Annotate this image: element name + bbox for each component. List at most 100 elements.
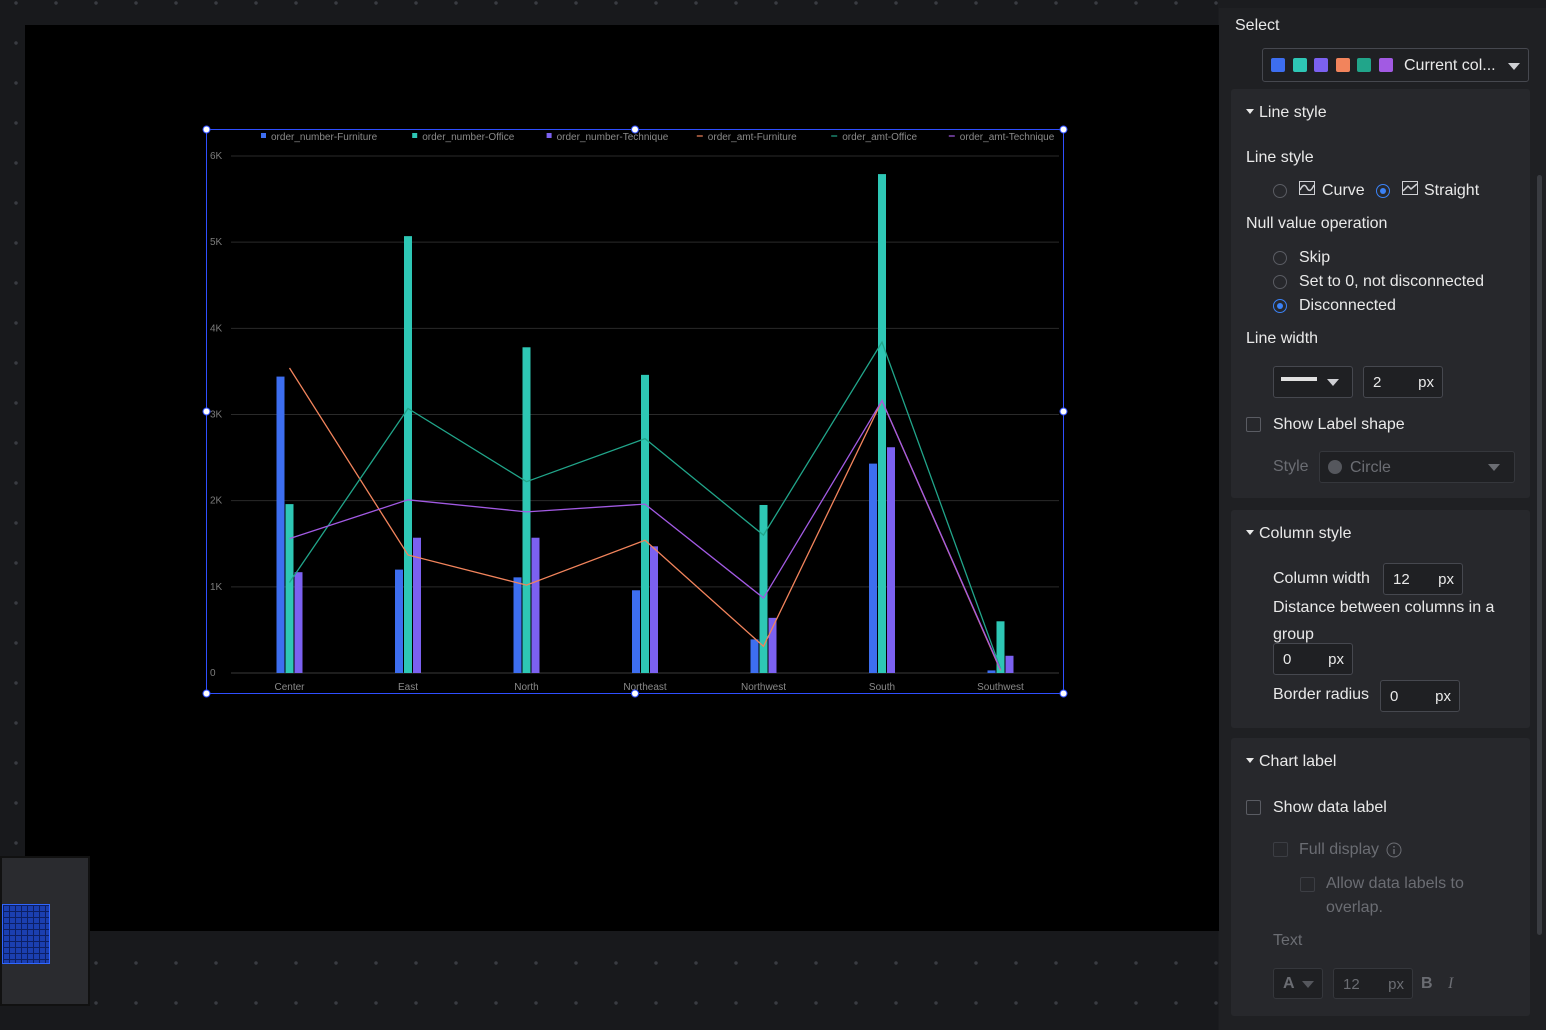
minimap-grid-icon bbox=[2, 904, 50, 964]
select-label: Select bbox=[1235, 17, 1280, 34]
disconnected-option-label[interactable]: Disconnected bbox=[1299, 297, 1396, 314]
legend-label: order_amt-Furniture bbox=[708, 132, 797, 143]
collapse-caret-icon[interactable] bbox=[1246, 109, 1254, 114]
allow-overlap-label-cont: overlap. bbox=[1326, 899, 1383, 916]
info-icon[interactable] bbox=[1386, 842, 1402, 858]
border-radius-value: 0 bbox=[1390, 688, 1399, 705]
color-swatch bbox=[1335, 58, 1350, 72]
bold-button[interactable]: B bbox=[1421, 975, 1433, 992]
column-width-unit: px bbox=[1438, 571, 1454, 588]
show-label-shape-label[interactable]: Show Label shape bbox=[1273, 416, 1405, 433]
color-swatch bbox=[1357, 58, 1371, 72]
minimap[interactable] bbox=[0, 856, 90, 1006]
border-radius-label: Border radius bbox=[1273, 686, 1370, 703]
chevron-down-icon bbox=[1508, 63, 1520, 70]
y-tick-label: 2K bbox=[210, 496, 223, 507]
chevron-down-icon bbox=[1327, 379, 1339, 386]
y-tick-label: 4K bbox=[210, 323, 223, 334]
panel-scrollbar[interactable] bbox=[1537, 175, 1542, 935]
section-title-column-style[interactable]: Column style bbox=[1259, 525, 1352, 542]
show-data-label-checkbox[interactable] bbox=[1246, 800, 1261, 815]
legend-label: order_number-Office bbox=[422, 132, 515, 143]
series-line bbox=[289, 399, 1002, 670]
dashboard-canvas[interactable]: 0 1K 2K 3K 4K 5K 6K Center East North Northeast Nor… bbox=[25, 25, 1219, 931]
color-scheme-select[interactable]: Current col... bbox=[1262, 48, 1529, 82]
skip-option-label[interactable]: Skip bbox=[1299, 249, 1331, 266]
line-width-unit: px bbox=[1418, 374, 1434, 391]
column-distance-label: Distance between columns in a bbox=[1273, 599, 1495, 616]
section-title-line-style[interactable]: Line style bbox=[1259, 104, 1327, 121]
legend-label: order_amt-Technique bbox=[960, 132, 1055, 143]
bar bbox=[987, 670, 996, 673]
disconnected-radio[interactable] bbox=[1273, 299, 1287, 313]
color-swatch bbox=[1271, 58, 1285, 72]
bar bbox=[404, 236, 412, 673]
border-radius-input[interactable]: 0 px bbox=[1380, 680, 1460, 712]
straight-option-label[interactable]: Straight bbox=[1424, 182, 1480, 199]
legend-label: order_number-Technique bbox=[557, 132, 669, 143]
column-distance-unit: px bbox=[1328, 651, 1344, 668]
style-value: Circle bbox=[1350, 459, 1391, 476]
curve-option-label[interactable]: Curve bbox=[1322, 182, 1365, 199]
resize-handle bbox=[202, 689, 211, 698]
bar bbox=[759, 504, 768, 673]
set-zero-option-label[interactable]: Set to 0, not disconnected bbox=[1299, 273, 1485, 290]
x-tick-label: Southwest bbox=[977, 682, 1024, 693]
y-tick-label: 6K bbox=[210, 151, 223, 162]
y-tick-label: 1K bbox=[210, 582, 223, 593]
bar bbox=[869, 463, 877, 673]
line-style-label: Line style bbox=[1246, 149, 1314, 166]
bar bbox=[413, 537, 421, 673]
bar bbox=[632, 590, 640, 673]
style-select[interactable]: Circle bbox=[1319, 451, 1515, 483]
circle-shape-icon bbox=[1328, 460, 1342, 474]
x-tick-label: Center bbox=[274, 682, 305, 693]
show-data-label-label[interactable]: Show data label bbox=[1273, 799, 1387, 816]
curve-radio[interactable] bbox=[1273, 184, 1287, 198]
italic-button[interactable]: I bbox=[1448, 975, 1454, 992]
straight-line-icon bbox=[1402, 181, 1418, 195]
line-width-label: Line width bbox=[1246, 330, 1319, 347]
font-color-glyph: A bbox=[1283, 975, 1295, 992]
bar bbox=[650, 546, 658, 673]
column-distance-input[interactable]: 0 px bbox=[1273, 643, 1353, 675]
section-title-chart-label[interactable]: Chart label bbox=[1259, 753, 1337, 770]
style-label: Style bbox=[1273, 458, 1309, 475]
show-label-shape-checkbox[interactable] bbox=[1246, 417, 1261, 432]
series-line bbox=[288, 340, 1002, 669]
curve-line-icon bbox=[1299, 181, 1315, 195]
x-tick-label: North bbox=[514, 682, 538, 693]
allow-overlap-checkbox[interactable] bbox=[1300, 877, 1315, 892]
collapse-caret-icon[interactable] bbox=[1246, 758, 1254, 763]
set-zero-radio[interactable] bbox=[1273, 275, 1287, 289]
column-style-card: Column style Column width 12 px Distance… bbox=[1231, 510, 1530, 728]
skip-radio[interactable] bbox=[1273, 251, 1287, 265]
column-width-input[interactable]: 12 px bbox=[1383, 563, 1463, 595]
combo-chart[interactable]: 0 1K 2K 3K 4K 5K 6K Center East North Northeast Nor… bbox=[25, 25, 1219, 931]
font-color-select[interactable]: A bbox=[1273, 968, 1323, 999]
column-width-label: Column width bbox=[1273, 570, 1370, 587]
bar bbox=[522, 347, 531, 673]
x-tick-label: South bbox=[869, 682, 895, 693]
bar bbox=[395, 569, 403, 673]
resize-handle bbox=[202, 125, 211, 134]
font-size-value: 12 bbox=[1343, 976, 1360, 993]
straight-radio[interactable] bbox=[1376, 184, 1390, 198]
bar bbox=[887, 447, 895, 673]
resize-handle bbox=[1059, 689, 1068, 698]
line-width-input[interactable]: 2 px bbox=[1363, 366, 1443, 398]
x-tick-label: Northeast bbox=[623, 682, 667, 693]
column-width-value: 12 bbox=[1393, 571, 1410, 588]
legend-label: order_number-Furniture bbox=[271, 132, 378, 143]
bar bbox=[768, 617, 777, 673]
bar bbox=[996, 621, 1005, 673]
bar bbox=[531, 537, 540, 673]
collapse-caret-icon[interactable] bbox=[1246, 530, 1254, 535]
line-type-select[interactable] bbox=[1273, 366, 1353, 398]
full-display-checkbox[interactable] bbox=[1273, 842, 1288, 857]
chart-label-card: Chart label Show data label Full display… bbox=[1231, 738, 1530, 1016]
font-size-input[interactable]: 12 px bbox=[1333, 968, 1413, 999]
color-swatch bbox=[1314, 58, 1328, 72]
y-tick-label: 0 bbox=[210, 668, 216, 679]
bar bbox=[750, 639, 759, 673]
